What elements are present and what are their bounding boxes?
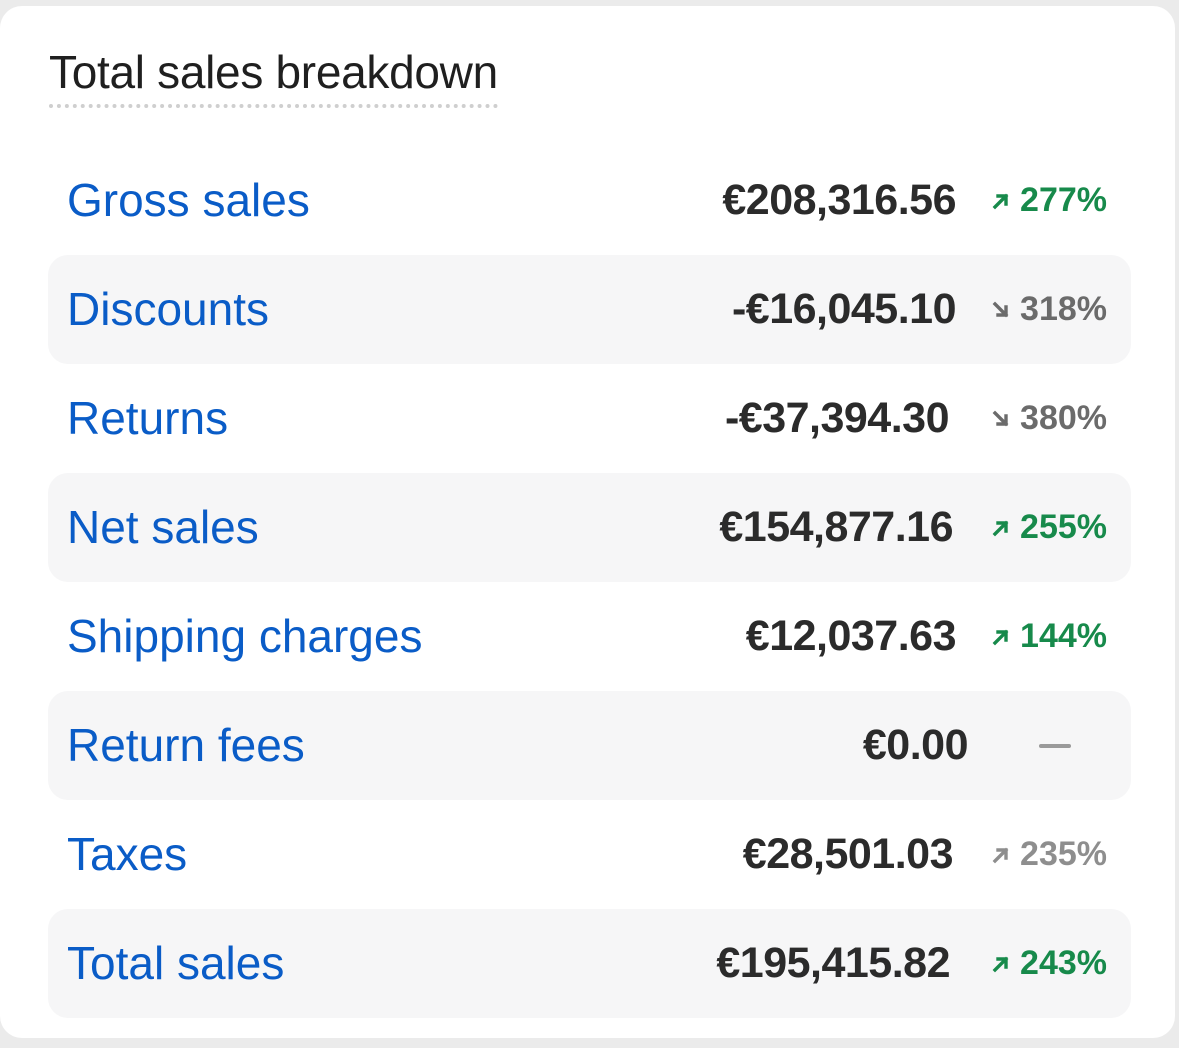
arrow-up-right-icon: [990, 953, 1012, 975]
row-discounts: Discounts -€16,045.10 318%: [48, 255, 1131, 364]
shipping-charges-change: 144%: [977, 582, 1107, 691]
taxes-value: €28,501.03: [742, 830, 954, 878]
net-sales-value: €154,877.16: [719, 503, 953, 551]
discounts-value: -€16,045.10: [731, 285, 957, 333]
card-title[interactable]: Total sales breakdown: [49, 44, 498, 108]
shipping-charges-value: €12,037.63: [745, 612, 957, 660]
returns-change-value: 380%: [1020, 399, 1107, 437]
returns-link[interactable]: Returns: [67, 392, 229, 444]
total-sales-change-value: 243%: [1020, 944, 1107, 982]
return-fees-value: €0.00: [862, 721, 969, 769]
row-returns: Returns -€37,394.30 380%: [48, 364, 1131, 473]
discounts-change: 318%: [977, 255, 1107, 364]
arrow-down-right-icon: [990, 408, 1012, 430]
arrow-up-right-icon: [990, 190, 1012, 212]
total-sales-change: 243%: [977, 909, 1107, 1018]
discounts-change-value: 318%: [1020, 290, 1107, 328]
shipping-charges-link[interactable]: Shipping charges: [67, 610, 423, 662]
shipping-charges-change-value: 144%: [1020, 617, 1107, 655]
total-sales-value: €195,415.82: [716, 939, 950, 987]
breakdown-list: Gross sales €208,316.56 277% Discounts -…: [48, 146, 1131, 1018]
returns-change: 380%: [977, 364, 1107, 473]
gross-sales-change: 277%: [977, 146, 1107, 255]
arrow-up-right-icon: [990, 844, 1012, 866]
arrow-up-right-icon: [990, 626, 1012, 648]
return-fees-link[interactable]: Return fees: [67, 719, 305, 771]
row-taxes: Taxes €28,501.03 235%: [48, 800, 1131, 909]
taxes-change-value: 235%: [1020, 835, 1107, 873]
total-sales-link[interactable]: Total sales: [67, 937, 285, 989]
net-sales-change: 255%: [977, 473, 1107, 582]
taxes-change: 235%: [977, 800, 1107, 909]
arrow-down-right-icon: [990, 299, 1012, 321]
net-sales-link[interactable]: Net sales: [67, 501, 259, 553]
arrow-up-right-icon: [990, 517, 1012, 539]
row-net-sales: Net sales €154,877.16 255%: [48, 473, 1131, 582]
returns-value: -€37,394.30: [724, 394, 950, 442]
taxes-link[interactable]: Taxes: [67, 828, 188, 880]
gross-sales-change-value: 277%: [1020, 181, 1107, 219]
net-sales-change-value: 255%: [1020, 508, 1107, 546]
dash-icon: [1039, 744, 1071, 748]
row-total-sales: Total sales €195,415.82 243%: [48, 909, 1131, 1018]
gross-sales-value: €208,316.56: [722, 176, 956, 224]
discounts-link[interactable]: Discounts: [67, 283, 269, 335]
row-shipping-charges: Shipping charges €12,037.63 144%: [48, 582, 1131, 691]
sales-breakdown-card: Total sales breakdown Gross sales €208,3…: [0, 6, 1175, 1038]
row-return-fees: Return fees €0.00: [48, 691, 1131, 800]
gross-sales-link[interactable]: Gross sales: [67, 174, 310, 226]
row-gross-sales: Gross sales €208,316.56 277%: [48, 146, 1131, 255]
